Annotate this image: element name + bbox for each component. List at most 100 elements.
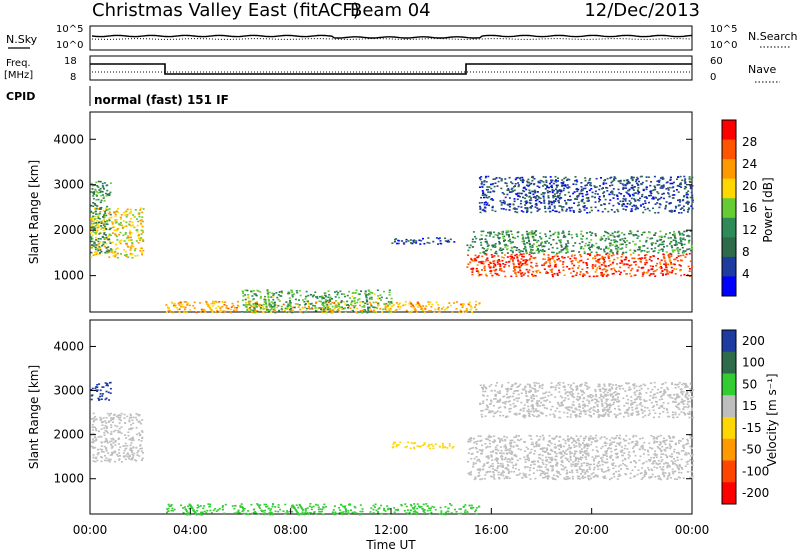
power-cell xyxy=(347,304,349,306)
velocity-cell xyxy=(542,438,545,441)
power-cell xyxy=(628,188,631,191)
power-cell xyxy=(332,309,335,311)
power-cell xyxy=(531,273,533,276)
velocity-cell xyxy=(508,443,511,445)
velocity-cell xyxy=(669,440,672,443)
power-cell xyxy=(260,295,262,298)
power-cell xyxy=(116,228,119,230)
velocity-cell xyxy=(653,456,655,459)
velocity-cell xyxy=(530,438,533,440)
power-cell xyxy=(109,234,112,237)
power-cell xyxy=(517,176,519,179)
power-cell xyxy=(657,251,660,254)
power-cell xyxy=(91,234,94,236)
power-cell xyxy=(564,176,567,179)
power-cell xyxy=(526,233,529,235)
velocity-cell xyxy=(593,466,596,469)
power-cell xyxy=(673,268,676,270)
velocity-cell xyxy=(410,513,413,515)
power-cell xyxy=(547,195,550,197)
power-cell xyxy=(311,308,314,310)
power-cell xyxy=(298,304,301,306)
velocity-cell xyxy=(494,446,497,449)
velocity-cell xyxy=(260,510,263,512)
power-cell xyxy=(405,309,408,312)
velocity-cell xyxy=(96,384,99,386)
velocity-cell xyxy=(413,503,416,505)
velocity-cell xyxy=(100,450,103,453)
power-cell xyxy=(250,290,252,293)
velocity-cell xyxy=(110,431,113,433)
power-cell xyxy=(642,266,645,269)
power-cell xyxy=(519,269,522,272)
power-cell xyxy=(351,300,354,302)
velocity-cell xyxy=(284,512,287,515)
power-cell xyxy=(524,261,527,263)
power-cell xyxy=(516,247,519,249)
power-cell xyxy=(174,304,177,307)
power-cell xyxy=(565,252,568,254)
power-cell xyxy=(661,176,664,179)
velocity-cell xyxy=(594,440,597,443)
velocity-cell xyxy=(585,444,588,446)
power-cell xyxy=(286,305,289,308)
power-cell xyxy=(542,197,545,199)
velocity-cell xyxy=(537,461,540,463)
power-cell xyxy=(293,306,296,309)
power-cell xyxy=(684,178,687,180)
velocity-cell xyxy=(117,438,120,440)
power-cell xyxy=(251,311,253,314)
power-cell xyxy=(124,233,127,235)
power-cell xyxy=(600,273,603,275)
power-cell xyxy=(379,294,382,296)
power-cell xyxy=(359,310,362,312)
power-cell xyxy=(518,251,521,253)
power-cell xyxy=(502,257,505,259)
velocity-cell xyxy=(129,438,132,440)
power-cell xyxy=(387,301,390,303)
power-cell xyxy=(333,302,336,304)
power-cell xyxy=(678,234,681,236)
power-cell xyxy=(666,187,669,189)
power-cell xyxy=(688,176,691,178)
power-cell xyxy=(511,250,514,252)
velocity-cell xyxy=(186,513,189,516)
power-cell xyxy=(443,309,446,311)
power-cell xyxy=(509,249,512,252)
power-cell xyxy=(318,307,321,309)
power-cell xyxy=(508,205,511,208)
power-cell xyxy=(556,247,559,250)
power-cell xyxy=(108,249,111,252)
power-ylabel: Slant Range [km] xyxy=(27,160,41,264)
power-cell xyxy=(679,175,682,178)
velocity-cell xyxy=(101,421,104,423)
power-cell xyxy=(514,269,516,271)
power-cell xyxy=(483,269,486,271)
velocity-cell xyxy=(406,512,409,515)
power-cell xyxy=(487,175,490,178)
power-cell xyxy=(266,308,268,311)
velocity-cell xyxy=(359,504,362,506)
power-cell xyxy=(495,252,498,255)
velocity-cell xyxy=(473,478,476,481)
velocity-cell xyxy=(173,508,176,511)
velocity-cell xyxy=(569,457,572,459)
power-cell xyxy=(492,266,495,269)
velocity-cell xyxy=(457,512,460,515)
power-cell xyxy=(111,223,114,225)
velocity-cell xyxy=(123,445,126,447)
velocity-cell xyxy=(611,463,613,465)
power-cell xyxy=(580,246,583,248)
velocity-cell xyxy=(104,382,107,384)
power-cell xyxy=(618,234,621,237)
power-cell xyxy=(503,244,506,246)
velocity-cell xyxy=(656,441,659,443)
power-cell xyxy=(134,247,137,250)
power-cell xyxy=(93,218,96,221)
power-cell xyxy=(496,234,499,237)
power-cell xyxy=(576,204,579,207)
velocity-cell xyxy=(128,417,131,419)
power-cell xyxy=(248,302,251,305)
power-cell xyxy=(127,239,130,241)
velocity-cell xyxy=(274,510,277,513)
